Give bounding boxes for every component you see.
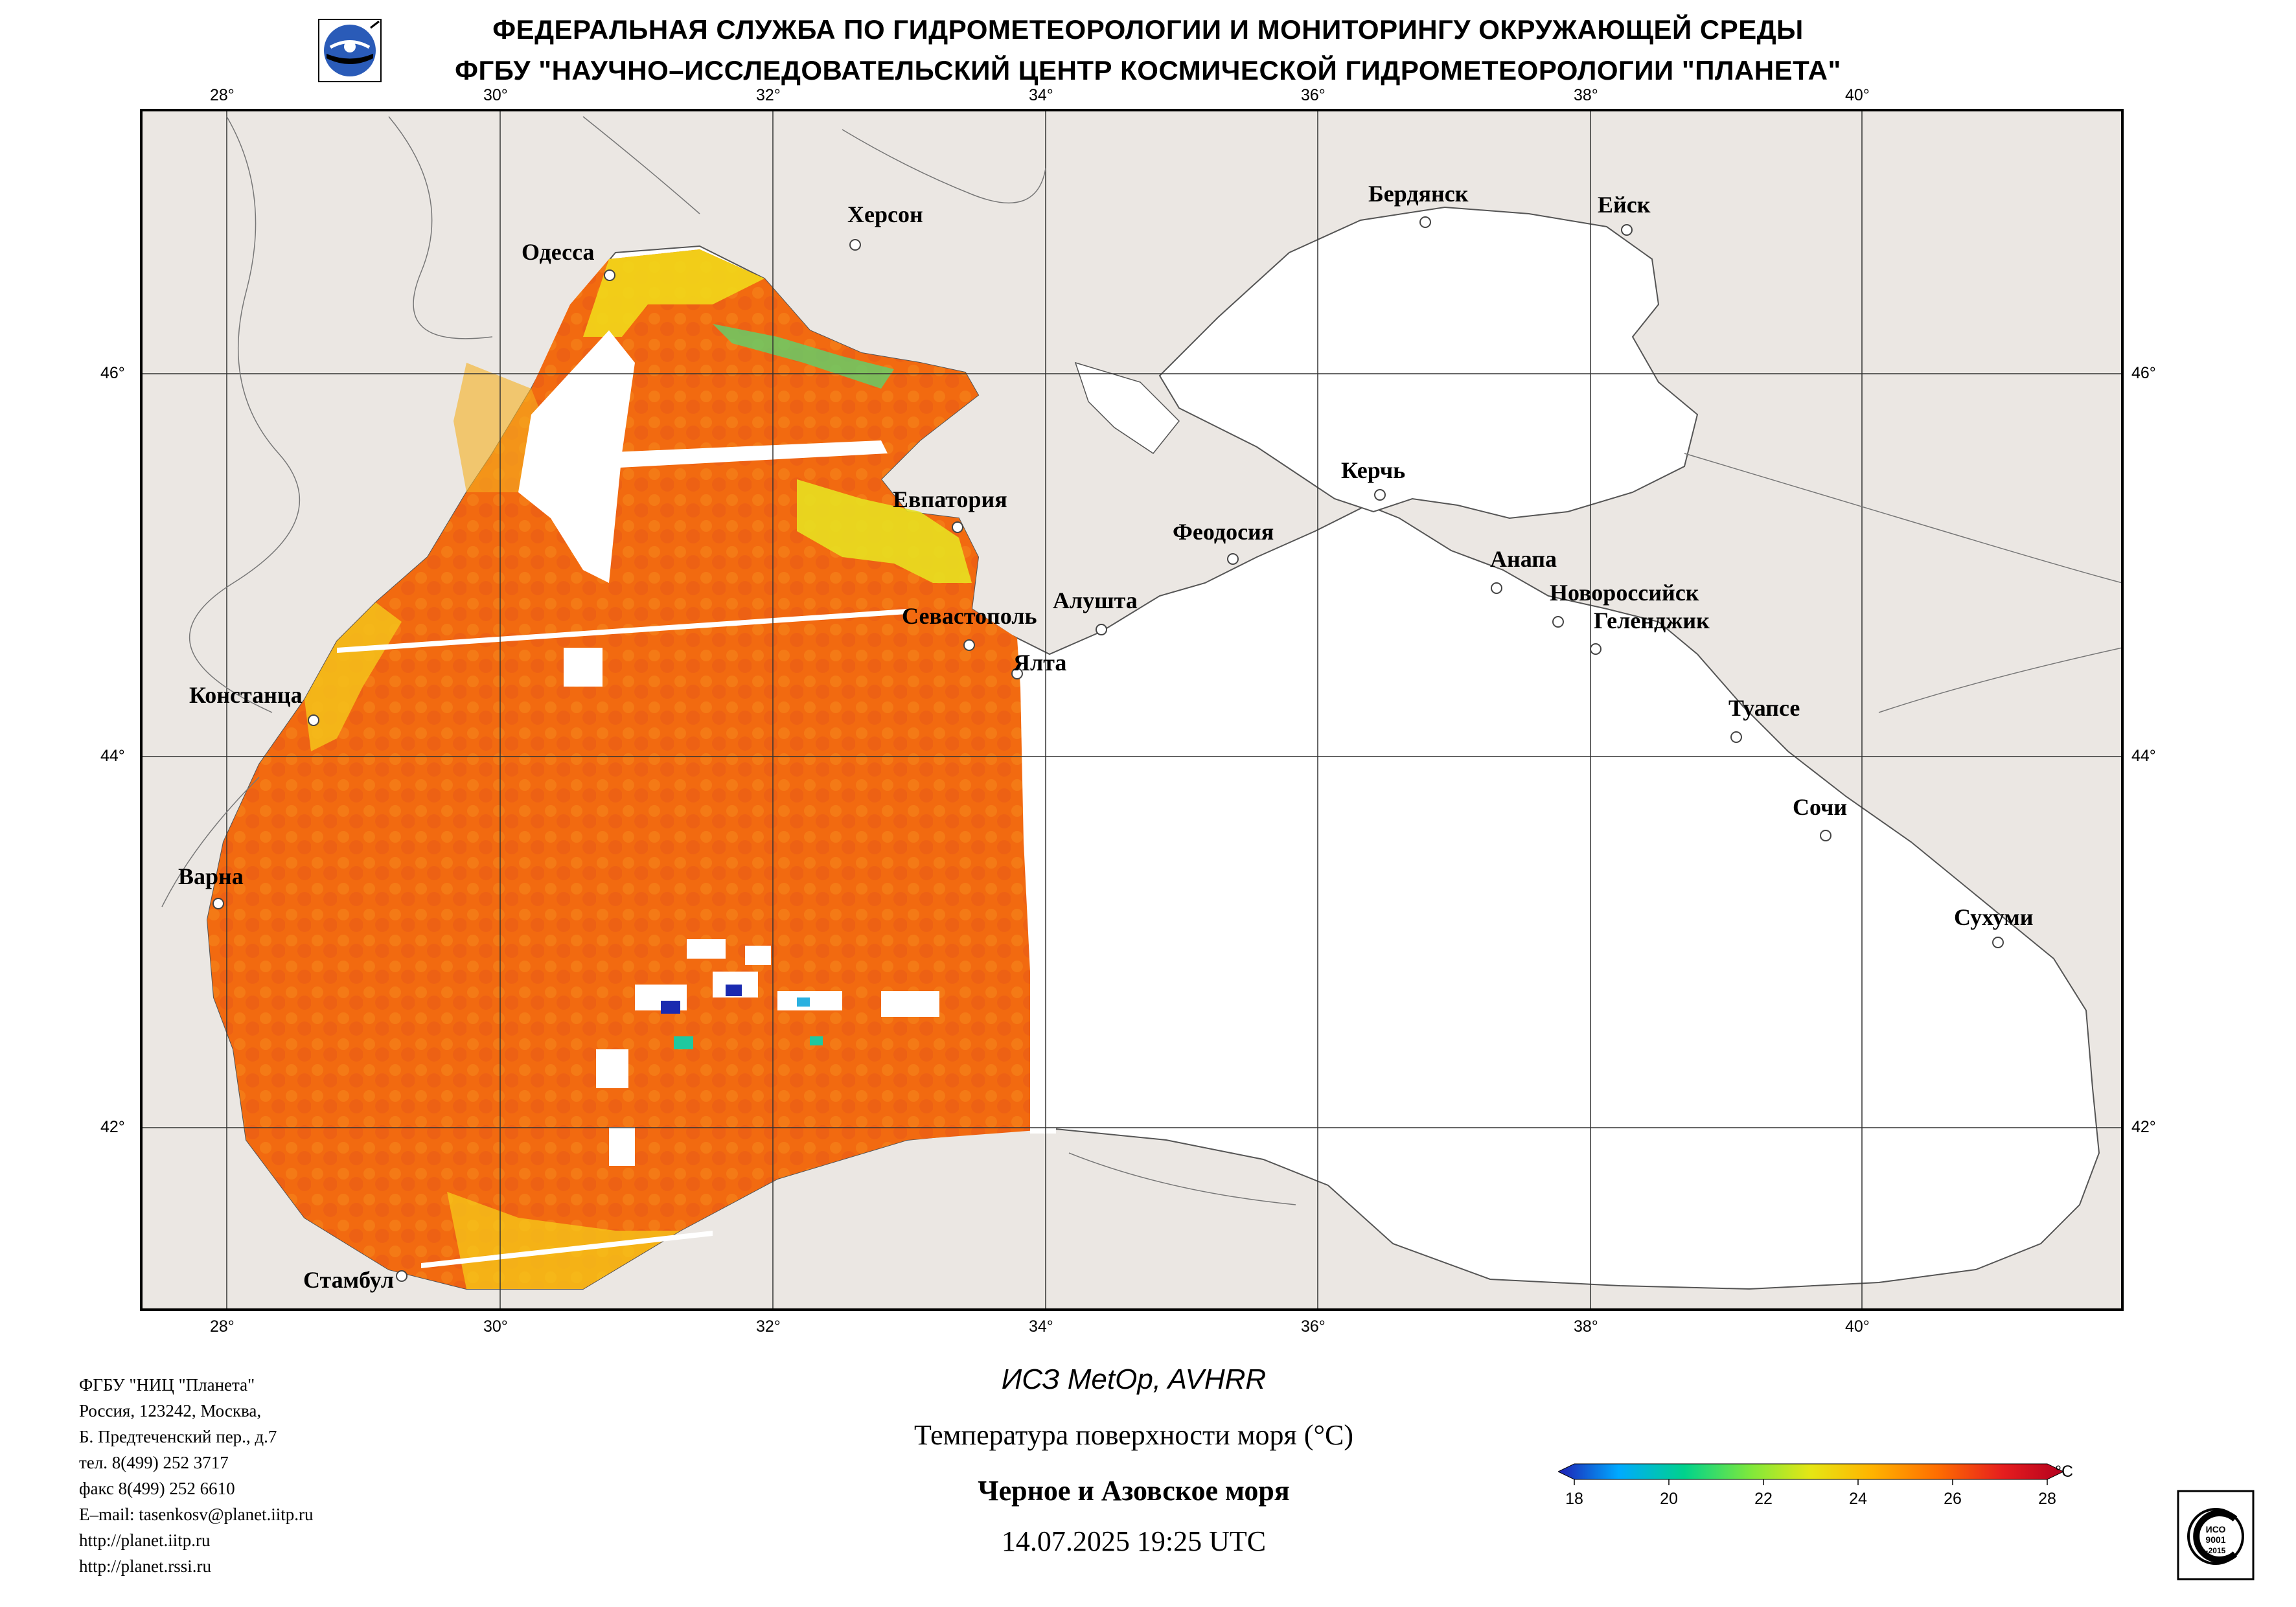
lat-tick-left: 44° bbox=[100, 747, 125, 765]
address-url: http://planet.iitp.ru bbox=[79, 1531, 211, 1550]
colorbar-tick: 20 bbox=[1660, 1490, 1678, 1508]
lon-tick-top: 32° bbox=[756, 86, 781, 104]
colorbar-tick: 26 bbox=[1944, 1490, 1962, 1508]
svg-text:9001: 9001 bbox=[2205, 1534, 2225, 1545]
region-label: Черное и Азовское моря bbox=[978, 1475, 1290, 1507]
city-label-yeysk: Ейск bbox=[1598, 192, 1651, 218]
cloud-patches bbox=[596, 939, 939, 1166]
lon-tick-bottom: 36° bbox=[1301, 1317, 1326, 1336]
city-label-tuapse: Туапсе bbox=[1728, 695, 1800, 721]
lon-tick-top: 40° bbox=[1845, 86, 1870, 104]
city-label-gelendzhik: Геленджик bbox=[1594, 608, 1710, 633]
lon-tick-top: 34° bbox=[1029, 86, 1053, 104]
colorbar-unit: °C bbox=[2055, 1463, 2074, 1481]
lon-tick-bottom: 40° bbox=[1845, 1317, 1870, 1336]
lon-tick-top: 36° bbox=[1301, 86, 1326, 104]
lon-tick-bottom: 28° bbox=[210, 1317, 235, 1336]
address-email: E–mail: tasenkosv@planet.iitp.ru bbox=[79, 1505, 314, 1524]
graticule bbox=[141, 110, 2122, 1310]
address-line: ФГБУ "НИЦ "Планета" bbox=[79, 1375, 255, 1395]
datetime-label: 14.07.2025 19:25 UTC bbox=[1001, 1525, 1267, 1557]
no-data-gaps bbox=[337, 330, 1056, 1268]
header-title-line2: ФГБУ "НАУЧНО–ИССЛЕДОВАТЕЛЬСКИЙ ЦЕНТР КОС… bbox=[455, 55, 1841, 85]
lat-tick-left: 46° bbox=[100, 364, 125, 382]
city-label-sevastopol: Севастополь bbox=[902, 603, 1037, 629]
lat-tick-left: 42° bbox=[100, 1118, 125, 1136]
lat-tick-right: 44° bbox=[2131, 747, 2156, 765]
city-label-feodosia: Феодосия bbox=[1173, 519, 1274, 545]
city-label-odessa: Одесса bbox=[522, 239, 595, 265]
colorbar-tick: 24 bbox=[1849, 1490, 1867, 1508]
address-line: Б. Предтеченский пер., д.7 bbox=[79, 1427, 277, 1446]
azov-sea-water bbox=[1158, 206, 1699, 519]
city-label-kherson: Херсон bbox=[847, 201, 923, 227]
lon-tick-bottom: 34° bbox=[1029, 1317, 1053, 1336]
address-url: http://planet.rssi.ru bbox=[79, 1556, 211, 1576]
colorbar-tick: 28 bbox=[2038, 1490, 2056, 1508]
city-label-istanbul: Стамбул bbox=[303, 1267, 395, 1293]
city-label-alushta: Алушта bbox=[1053, 587, 1138, 613]
city-label-yalta: Ялта bbox=[1013, 650, 1067, 676]
lon-tick-bottom: 30° bbox=[483, 1317, 508, 1336]
lat-tick-right: 46° bbox=[2131, 364, 2156, 382]
logo bbox=[317, 18, 382, 83]
rivers-borders bbox=[161, 116, 2122, 1205]
planeta-logo-icon bbox=[318, 19, 382, 82]
satellite-label: ИСЗ MetOp, AVHRR bbox=[1001, 1363, 1267, 1395]
city-label-evpatoria: Евпатория bbox=[893, 486, 1007, 512]
address-block: ФГБУ "НИЦ "Планета" Россия, 123242, Моск… bbox=[79, 1372, 314, 1579]
city-label-varna: Варна bbox=[178, 863, 244, 889]
city-label-kerch: Керчь bbox=[1341, 457, 1406, 483]
map-frame bbox=[140, 109, 2124, 1311]
svg-text:ИСО: ИСО bbox=[2206, 1524, 2226, 1534]
parameter-label: Температура поверхности моря (°C) bbox=[913, 1419, 1354, 1451]
svg-text:-2015: -2015 bbox=[2206, 1546, 2226, 1555]
iso-9001-certificate-icon: ИСО 9001 -2015 bbox=[2177, 1490, 2255, 1580]
lon-tick-top: 28° bbox=[210, 86, 235, 104]
city-label-berdyansk: Бердянск bbox=[1368, 181, 1469, 207]
header-title-line1: ФЕДЕРАЛЬНАЯ СЛУЖБА ПО ГИДРОМЕТЕОРОЛОГИИ … bbox=[492, 14, 1804, 45]
city-label-sochi: Сочи bbox=[1793, 794, 1848, 820]
lon-tick-bottom: 38° bbox=[1574, 1317, 1598, 1336]
lon-tick-top: 38° bbox=[1574, 86, 1598, 104]
colorbar-tick: 22 bbox=[1754, 1490, 1773, 1508]
address-line: факс 8(499) 252 6610 bbox=[79, 1479, 235, 1498]
colorbar bbox=[1558, 1463, 2063, 1485]
city-label-anapa: Анапа bbox=[1490, 546, 1557, 572]
city-markers bbox=[212, 216, 2004, 1282]
lon-tick-bottom: 32° bbox=[756, 1317, 781, 1336]
city-label-sukhumi: Сухуми bbox=[1954, 904, 2034, 930]
city-label-novorossiysk: Новороссийск bbox=[1550, 580, 1699, 606]
colorbar-tick: 18 bbox=[1565, 1490, 1583, 1508]
city-label-constanta: Констанца bbox=[189, 682, 303, 708]
lat-tick-right: 42° bbox=[2131, 1118, 2156, 1136]
lon-tick-top: 30° bbox=[483, 86, 508, 104]
address-line: Россия, 123242, Москва, bbox=[79, 1401, 262, 1420]
address-line: тел. 8(499) 252 3717 bbox=[79, 1453, 229, 1472]
